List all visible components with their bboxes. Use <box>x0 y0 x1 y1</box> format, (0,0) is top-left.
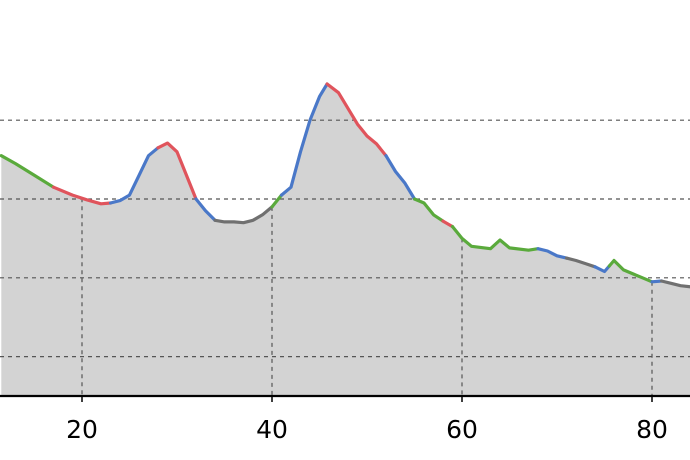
profile-segment-blue <box>108 146 160 205</box>
grid-layer <box>0 119 690 396</box>
area-fill <box>1 84 690 396</box>
series-line-layer <box>0 82 690 289</box>
profile-segment-red <box>325 82 388 158</box>
profile-segment-red <box>156 141 198 201</box>
profile-segment-red <box>51 185 113 206</box>
profile-segment-gray <box>564 256 597 269</box>
profile-segment-green <box>412 197 445 223</box>
profile-segment-gray <box>213 205 274 225</box>
x-tick-label: 20 <box>66 415 98 444</box>
profile-segment-gray <box>659 279 690 289</box>
axis-layer: 20 40 60 80 <box>0 394 690 444</box>
profile-segment-blue <box>536 247 569 260</box>
profile-segment-green <box>607 258 654 284</box>
profile-segment-blue <box>593 264 611 274</box>
profile-segment-blue <box>384 154 417 201</box>
x-tick-label: 60 <box>446 415 478 444</box>
profile-segment-green <box>270 193 284 209</box>
profile-segment-green <box>450 225 540 252</box>
profile-segment-green <box>0 154 56 189</box>
x-tick-label: 80 <box>636 415 668 444</box>
profile-segment-red <box>441 219 455 229</box>
profile-segment-blue <box>194 197 217 222</box>
profile-segment-blue <box>279 82 329 197</box>
x-tick-label: 40 <box>256 415 288 444</box>
area-fill-layer <box>1 84 690 396</box>
